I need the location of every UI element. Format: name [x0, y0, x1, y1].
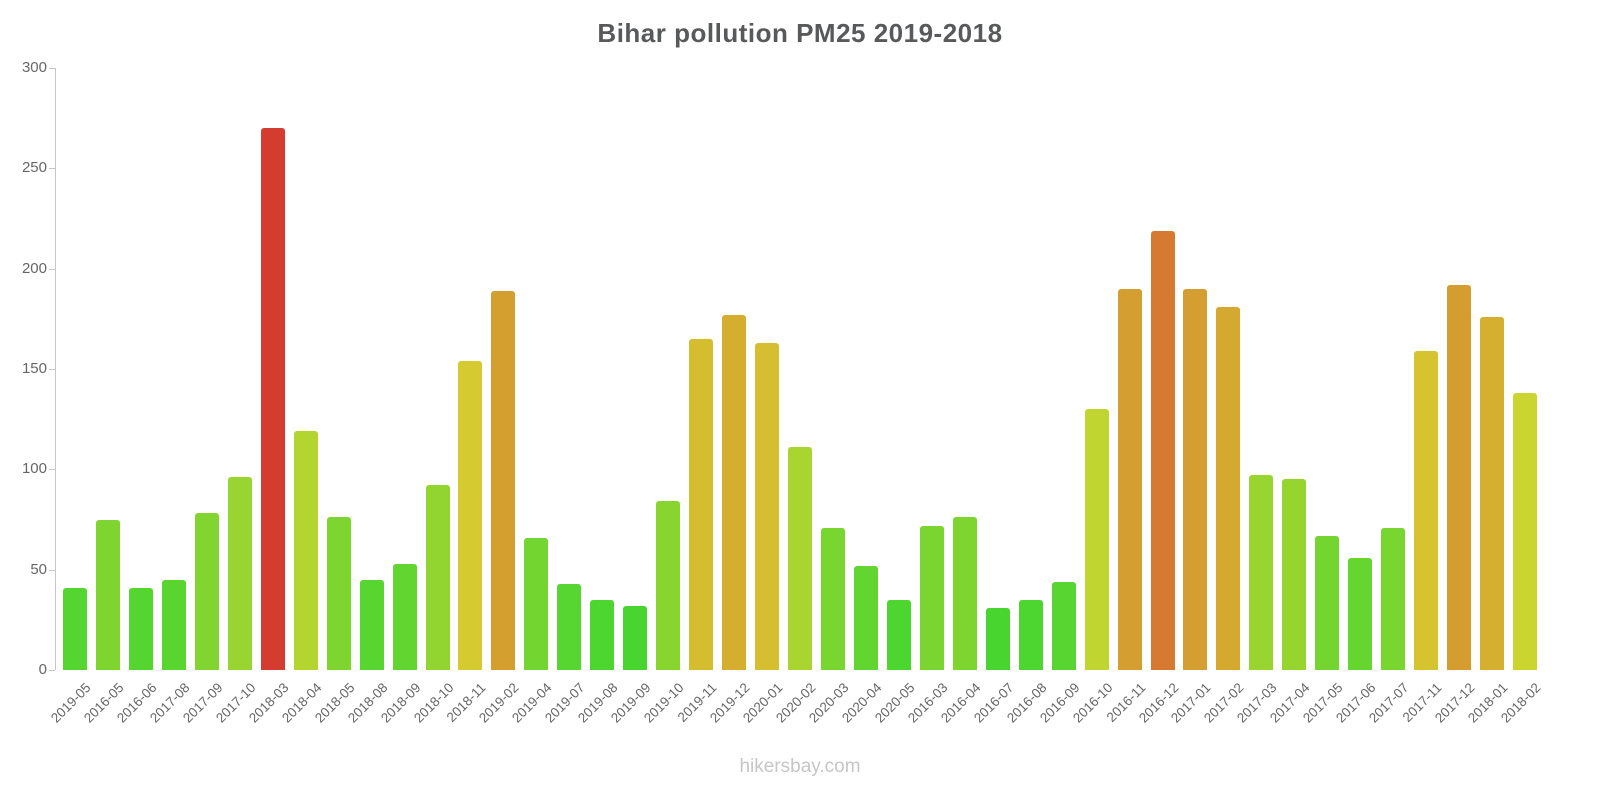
bar — [722, 314, 747, 670]
bar — [689, 338, 714, 670]
y-tick-label: 200 — [21, 259, 47, 277]
y-tick-mark — [49, 569, 55, 571]
y-tick-mark — [49, 168, 55, 170]
watermark: hikersbay.com — [739, 756, 861, 777]
bar — [392, 563, 417, 670]
bar — [788, 447, 813, 670]
bar — [1249, 475, 1274, 670]
bar — [1348, 557, 1373, 670]
bar — [820, 527, 845, 670]
y-tick-mark — [49, 469, 55, 471]
bar — [1117, 288, 1142, 670]
bar — [919, 525, 944, 670]
y-tick-label: 300 — [21, 59, 47, 76]
bar — [557, 583, 582, 670]
bar — [359, 579, 384, 670]
bar — [1216, 306, 1241, 670]
bar — [63, 587, 87, 670]
bar — [293, 431, 318, 670]
y-tick-mark — [49, 268, 55, 270]
bar — [326, 517, 351, 670]
bar — [1315, 535, 1340, 670]
chart-title: Bihar pollution PM25 2019-2018 — [597, 18, 1003, 48]
bar — [1381, 527, 1406, 670]
y-tick-label: 50 — [30, 560, 47, 578]
bar — [853, 565, 878, 670]
bar — [227, 477, 252, 670]
bar — [524, 537, 549, 670]
bar — [1084, 409, 1109, 670]
bar — [656, 501, 681, 670]
y-tick-mark — [49, 369, 55, 370]
y-tick-label: 150 — [21, 360, 47, 377]
bar — [1513, 393, 1538, 670]
y-tick-mark — [49, 68, 55, 69]
y-tick-label: 100 — [21, 460, 47, 478]
bar — [491, 290, 516, 670]
bar — [458, 360, 483, 670]
bar — [1051, 581, 1076, 670]
bar — [755, 342, 780, 670]
y-tick-label: 0 — [38, 661, 47, 678]
bar — [1150, 230, 1175, 670]
y-axis-line — [55, 68, 56, 670]
bar — [425, 485, 450, 670]
y-tick-label: 250 — [21, 159, 47, 177]
y-tick-mark — [49, 670, 55, 671]
bar — [194, 513, 219, 670]
bar — [886, 599, 911, 670]
bar — [623, 605, 648, 670]
bar — [95, 519, 120, 670]
bar — [1282, 479, 1307, 670]
bar — [952, 517, 977, 670]
bar — [161, 579, 186, 670]
bar — [1480, 316, 1505, 670]
bar — [1447, 284, 1472, 670]
bar — [128, 587, 153, 670]
bar — [590, 599, 615, 670]
bar — [1414, 350, 1439, 670]
bar — [1183, 288, 1208, 670]
bar — [1018, 599, 1043, 670]
bar — [260, 128, 285, 670]
bar — [985, 607, 1010, 670]
